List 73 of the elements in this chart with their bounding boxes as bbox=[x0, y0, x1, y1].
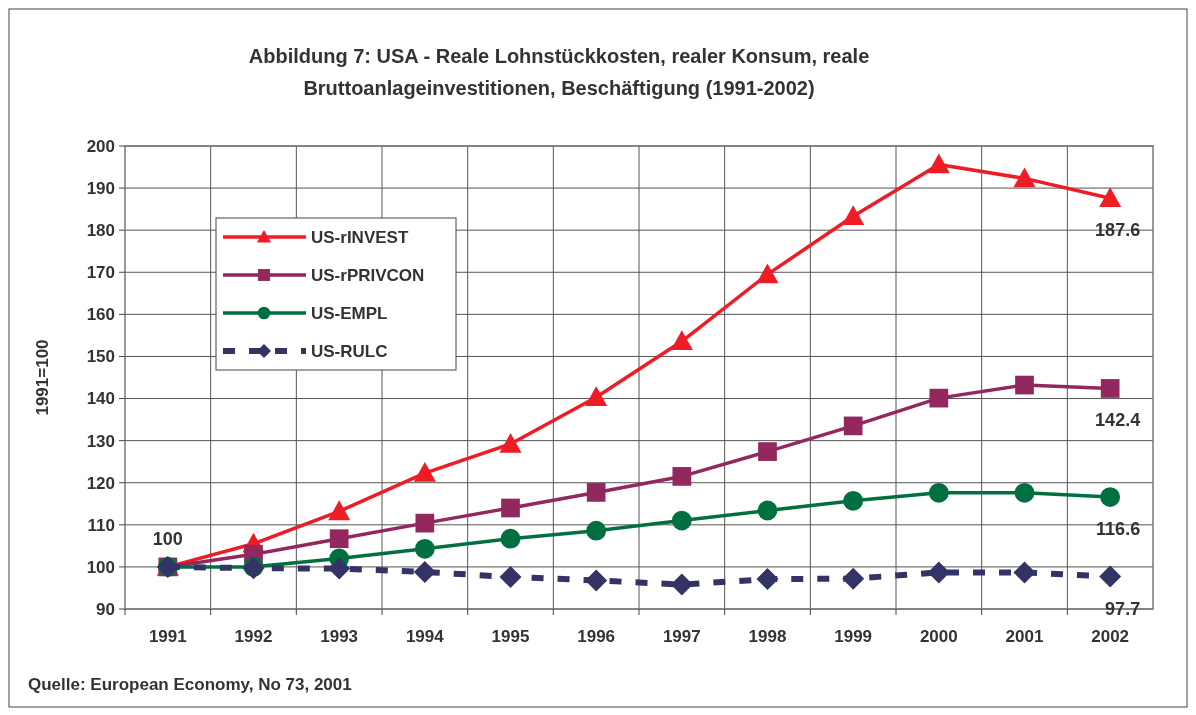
x-tick-label: 1994 bbox=[405, 627, 445, 646]
point bbox=[927, 561, 950, 584]
point bbox=[671, 510, 692, 531]
point bbox=[672, 467, 692, 486]
legend-label: US-RULC bbox=[311, 341, 388, 361]
x-tick-label: 1997 bbox=[662, 627, 701, 646]
point bbox=[413, 462, 436, 482]
point bbox=[328, 557, 351, 580]
point bbox=[1013, 561, 1036, 584]
point bbox=[1100, 379, 1120, 398]
annotation: 100 bbox=[152, 528, 183, 549]
point bbox=[929, 388, 949, 408]
x-tick-label: 1998 bbox=[748, 627, 787, 646]
point bbox=[1015, 375, 1034, 395]
source-note: Quelle: European Economy, No 73, 2001 bbox=[28, 675, 352, 694]
x-tick-label: 1992 bbox=[234, 627, 273, 646]
y-tick-label: 190 bbox=[86, 179, 115, 199]
point bbox=[928, 482, 949, 503]
y-axis-title: 1991=100 bbox=[33, 339, 52, 416]
y-tick-label: 140 bbox=[86, 389, 115, 409]
point bbox=[414, 538, 435, 559]
point bbox=[585, 569, 608, 592]
y-tick-label: 150 bbox=[86, 347, 115, 367]
point bbox=[842, 205, 865, 226]
point bbox=[586, 520, 607, 541]
x-tick-label: 2002 bbox=[1091, 627, 1130, 646]
legend-label: US-rPRIVCON bbox=[311, 265, 425, 285]
x-tick-label: 2000 bbox=[919, 627, 958, 646]
point bbox=[415, 513, 435, 533]
point bbox=[1014, 482, 1035, 503]
x-tick-label: 1999 bbox=[834, 627, 873, 646]
point bbox=[670, 573, 693, 596]
point bbox=[413, 560, 436, 583]
point bbox=[328, 500, 351, 521]
annotation: 142.4 bbox=[1095, 410, 1141, 431]
point bbox=[758, 442, 777, 461]
annotation: 116.6 bbox=[1096, 519, 1141, 540]
y-tick-label: 180 bbox=[86, 221, 115, 241]
legend-label: US-rINVEST bbox=[311, 227, 409, 247]
y-tick-label: 170 bbox=[86, 263, 115, 283]
y-tick-label: 100 bbox=[86, 557, 115, 577]
point bbox=[499, 566, 522, 589]
y-tick-label: 160 bbox=[86, 305, 115, 325]
point bbox=[501, 498, 520, 518]
point bbox=[499, 433, 522, 453]
y-tick-label: 130 bbox=[86, 431, 115, 451]
x-tick-label: 2001 bbox=[1005, 627, 1044, 646]
point bbox=[1013, 167, 1036, 188]
x-tick-label: 1995 bbox=[491, 627, 530, 646]
point bbox=[843, 416, 863, 436]
point bbox=[670, 330, 693, 351]
y-tick-label: 110 bbox=[87, 515, 115, 535]
point bbox=[1099, 187, 1122, 207]
legend-label: US-EMPL bbox=[311, 303, 388, 323]
point bbox=[843, 490, 864, 511]
point bbox=[500, 528, 521, 549]
point bbox=[927, 153, 950, 174]
point bbox=[1100, 487, 1121, 507]
point bbox=[1099, 565, 1122, 588]
point bbox=[586, 483, 606, 502]
point bbox=[756, 263, 779, 284]
point bbox=[585, 386, 608, 407]
x-tick-label: 1993 bbox=[320, 627, 359, 646]
chart-title: Abbildung 7: USA - Reale Lohnstückkosten, realer Konsum, reale Bruttoanlageinvestitionen, Beschäftigung (1991-2002) bbox=[248, 45, 870, 99]
point bbox=[757, 500, 778, 521]
point bbox=[329, 529, 349, 549]
point bbox=[756, 568, 779, 591]
x-tick-label: 1996 bbox=[577, 627, 616, 646]
y-tick-label: 200 bbox=[86, 136, 115, 156]
x-tick-label: 1991 bbox=[148, 627, 187, 646]
point bbox=[842, 567, 865, 590]
y-tick-label: 120 bbox=[86, 473, 115, 493]
y-tick-label: 90 bbox=[96, 599, 115, 619]
